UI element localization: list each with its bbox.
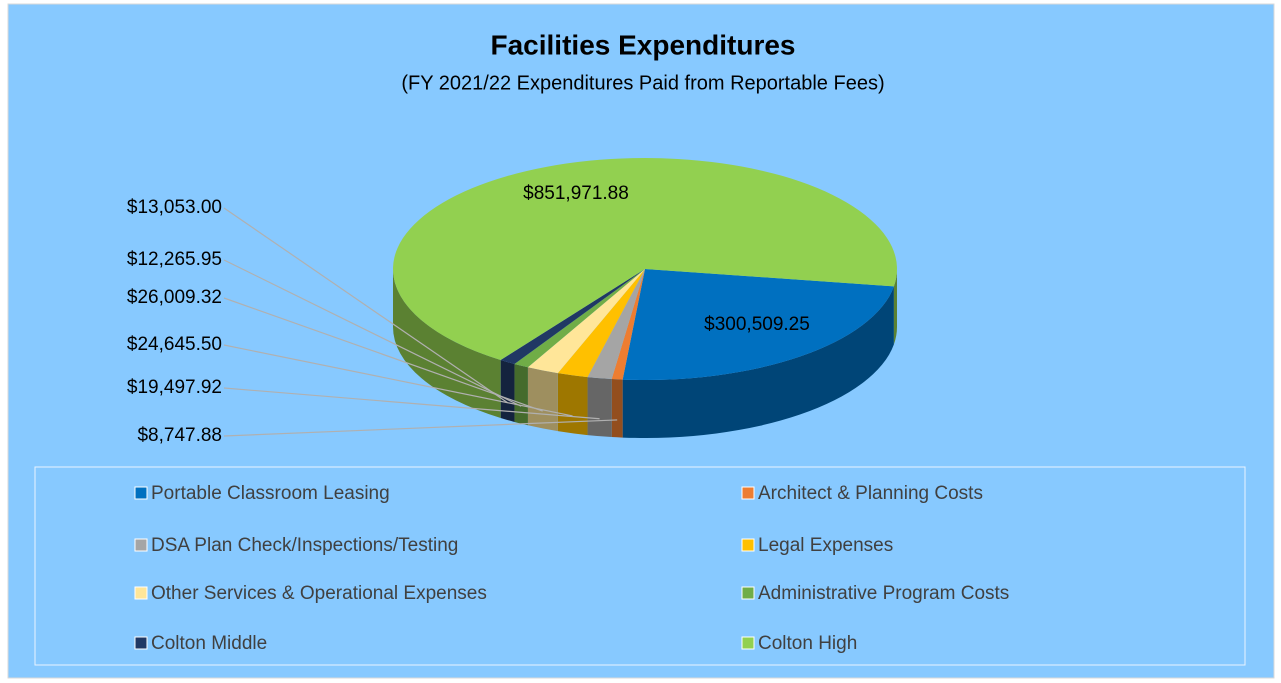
slice	[527, 269, 645, 374]
legend-swatch	[134, 538, 148, 552]
legend-label: Colton High	[758, 633, 857, 654]
data-label: $13,053.00	[127, 197, 222, 218]
legend-label: Administrative Program Costs	[758, 583, 1009, 604]
slice-side	[527, 367, 558, 432]
leader-line	[223, 207, 508, 404]
leader-line	[223, 419, 618, 437]
slice	[611, 269, 645, 380]
leader-line	[223, 297, 543, 412]
slice-side	[622, 286, 894, 438]
legend-swatch	[134, 636, 148, 650]
slice-side	[393, 269, 501, 418]
legend-label: Portable Classroom Leasing	[151, 483, 390, 504]
slice	[622, 269, 894, 380]
slice-side	[500, 359, 515, 422]
leader-line	[223, 259, 522, 407]
data-label: $26,009.32	[127, 287, 222, 308]
legend-label: Legal Expenses	[758, 535, 893, 556]
slice	[500, 269, 645, 364]
slice	[393, 158, 897, 360]
legend-label: Architect & Planning Costs	[758, 483, 983, 504]
legend-label: Colton Middle	[151, 633, 267, 654]
legend-swatch	[741, 636, 755, 650]
legend-swatch	[741, 538, 755, 552]
slice	[514, 269, 645, 368]
data-label: $8,747.88	[137, 425, 222, 446]
slice	[557, 269, 645, 378]
legend-swatch	[741, 486, 755, 500]
data-label: $851,971.88	[523, 183, 629, 204]
slice-side	[611, 379, 623, 438]
slice-side	[557, 373, 588, 436]
data-label: $300,509.25	[704, 314, 810, 335]
chart-title: Facilities Expenditures	[491, 29, 796, 60]
legend-box	[34, 466, 1246, 666]
legend-label: DSA Plan Check/Inspections/Testing	[151, 535, 458, 556]
legend-label: Other Services & Operational Expenses	[151, 583, 487, 604]
legend-swatch	[134, 486, 148, 500]
data-label: $12,265.95	[127, 249, 222, 270]
slice-side	[587, 377, 612, 438]
slice	[587, 269, 645, 380]
legend-swatch	[134, 586, 148, 600]
chart-subtitle: (FY 2021/22 Expenditures Paid from Repor…	[401, 72, 884, 94]
data-label: $24,645.50	[127, 334, 222, 355]
slice-side	[893, 269, 897, 345]
slice-side	[514, 363, 528, 426]
leader-line	[223, 387, 600, 420]
legend-swatch	[741, 586, 755, 600]
leader-line	[223, 344, 573, 417]
data-label: $19,497.92	[127, 377, 222, 398]
